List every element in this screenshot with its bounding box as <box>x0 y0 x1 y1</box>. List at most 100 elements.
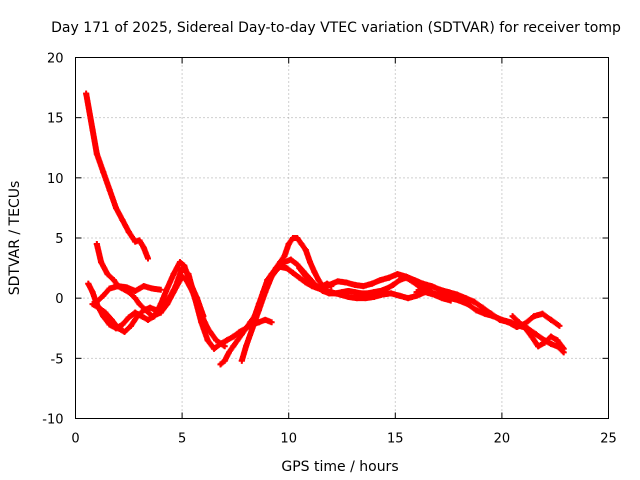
data-point <box>230 333 237 340</box>
data-point <box>383 285 390 292</box>
x-tick-label: 25 <box>600 432 617 447</box>
y-axis-label: SDTVAR / TECUs <box>7 181 23 296</box>
data-point <box>541 339 548 346</box>
series-trace-1 <box>83 90 151 262</box>
data-point <box>132 309 139 316</box>
data-point <box>115 325 122 332</box>
data-point <box>490 313 497 320</box>
data-point <box>515 319 522 326</box>
data-point <box>388 290 395 297</box>
data-point <box>379 291 386 298</box>
data-point <box>289 269 296 276</box>
data-point <box>370 293 377 300</box>
data-point <box>170 271 177 278</box>
data-point <box>528 333 535 340</box>
data-point <box>268 319 275 326</box>
data-point <box>119 216 126 223</box>
data-point <box>345 287 352 294</box>
data-point <box>456 297 463 304</box>
data-point <box>554 337 561 344</box>
data-marks <box>83 90 567 368</box>
data-point <box>100 292 107 299</box>
data-point <box>134 313 141 320</box>
data-point <box>509 313 516 320</box>
data-point <box>262 316 269 323</box>
data-point <box>132 287 139 294</box>
series-trace-9 <box>296 265 563 331</box>
data-point <box>249 325 256 332</box>
data-point <box>368 280 375 287</box>
data-point <box>394 271 401 278</box>
data-point <box>132 238 139 245</box>
data-point <box>285 241 292 248</box>
data-point <box>147 304 154 311</box>
data-point <box>307 259 314 266</box>
data-point <box>153 307 160 314</box>
data-point <box>353 295 360 302</box>
data-point <box>345 293 352 300</box>
data-point <box>411 277 418 284</box>
chart-title: Day 171 of 2025, Sidereal Day-to-day VTE… <box>51 20 621 36</box>
data-point <box>108 316 115 323</box>
y-tick-label: 0 <box>55 292 63 307</box>
data-point <box>121 328 128 335</box>
data-point <box>294 235 301 241</box>
data-point <box>106 285 113 292</box>
data-point <box>439 292 446 299</box>
data-point <box>343 279 350 286</box>
data-point <box>530 313 537 320</box>
data-point <box>243 343 250 350</box>
data-point <box>396 277 403 284</box>
data-point <box>351 281 358 288</box>
data-point <box>98 259 105 266</box>
data-point <box>226 349 233 356</box>
y-tick-label: 15 <box>47 112 64 127</box>
data-point <box>326 281 333 288</box>
data-point <box>430 290 437 297</box>
data-point <box>560 345 567 352</box>
data-point <box>402 273 409 280</box>
data-point <box>533 331 540 338</box>
data-point <box>405 295 412 302</box>
data-point <box>164 285 171 292</box>
data-point <box>471 298 478 305</box>
data-point <box>328 289 335 296</box>
data-point <box>473 307 480 314</box>
data-point <box>136 237 143 244</box>
data-point <box>151 313 158 320</box>
data-point <box>176 259 183 266</box>
data-point <box>547 333 554 340</box>
data-point <box>264 277 271 284</box>
data-point <box>85 280 92 287</box>
data-point <box>144 316 151 323</box>
series-trace-7 <box>238 256 435 364</box>
data-point <box>277 263 284 270</box>
series-trail <box>238 256 434 364</box>
data-point <box>262 289 269 296</box>
data-point <box>89 301 96 308</box>
series-trail <box>296 265 562 331</box>
data-point <box>336 291 343 298</box>
data-point <box>315 277 322 284</box>
data-point <box>498 316 505 323</box>
data-point <box>294 261 301 268</box>
data-point <box>140 307 147 314</box>
data-point <box>185 271 192 278</box>
y-tick-label: 10 <box>47 172 64 187</box>
data-point <box>556 322 563 329</box>
series-trace-11 <box>509 313 567 352</box>
series-trace-5 <box>93 283 164 305</box>
data-point <box>283 265 290 272</box>
data-point <box>362 295 369 302</box>
data-point <box>454 291 461 298</box>
data-point <box>166 295 173 302</box>
y-tick-label: -10 <box>42 413 63 428</box>
x-tick-label: 10 <box>280 432 297 447</box>
data-point <box>83 90 90 97</box>
data-point <box>136 301 143 308</box>
data-point <box>123 284 130 291</box>
data-point <box>547 316 554 323</box>
data-point <box>385 274 392 281</box>
plot-frame <box>75 57 609 419</box>
